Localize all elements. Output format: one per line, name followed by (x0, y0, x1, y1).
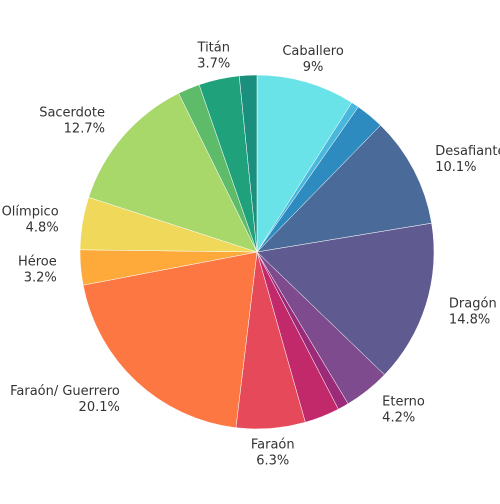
slice-name: Sacerdote (39, 106, 105, 121)
slice-label: Titán 3.7% (197, 41, 231, 72)
slice-name: Faraón/ Guerrero (10, 384, 120, 399)
pie-slice (88, 92, 258, 253)
slice-value: 4.8% (26, 220, 59, 235)
pie-slice (238, 74, 258, 253)
slice-value: 6.3% (256, 453, 289, 468)
pie-slice (256, 124, 432, 253)
pie-slice (256, 74, 353, 253)
slice-value: 3.7% (197, 57, 230, 72)
pie-slice (256, 222, 435, 376)
slice-label: Faraón 6.3% (251, 437, 295, 468)
pie-slice (82, 251, 258, 429)
slice-name: Faraón (251, 437, 295, 452)
slice-label: Faraón/ Guerrero 20.1% (10, 384, 120, 415)
slice-name: Dragón (449, 297, 497, 312)
slice-value: 14.8% (449, 313, 490, 328)
slice-label: Desafiante 10.1% (435, 144, 500, 175)
slice-name: Héroe (18, 255, 57, 270)
slice-name: Titán (197, 41, 230, 56)
slice-name: Caballero (282, 44, 344, 59)
slice-value: 10.1% (435, 160, 476, 175)
slice-label: Olímpico 4.8% (2, 204, 59, 235)
slice-value: 3.2% (24, 271, 57, 286)
slice-label: Eterno 4.2% (382, 394, 425, 425)
slice-value: 9% (303, 60, 324, 75)
slice-name: Olímpico (2, 204, 59, 219)
slice-label: Sacerdote 12.7% (39, 106, 105, 137)
slice-name: Eterno (382, 394, 425, 409)
slice-name: Desafiante (435, 144, 500, 159)
slice-label: Dragón 14.8% (449, 297, 497, 328)
slice-value: 12.7% (64, 122, 105, 137)
slice-value: 4.2% (382, 410, 415, 425)
slice-label: Caballero 9% (282, 44, 344, 75)
slice-label: Héroe 3.2% (18, 255, 57, 286)
slice-value: 20.1% (79, 400, 120, 415)
